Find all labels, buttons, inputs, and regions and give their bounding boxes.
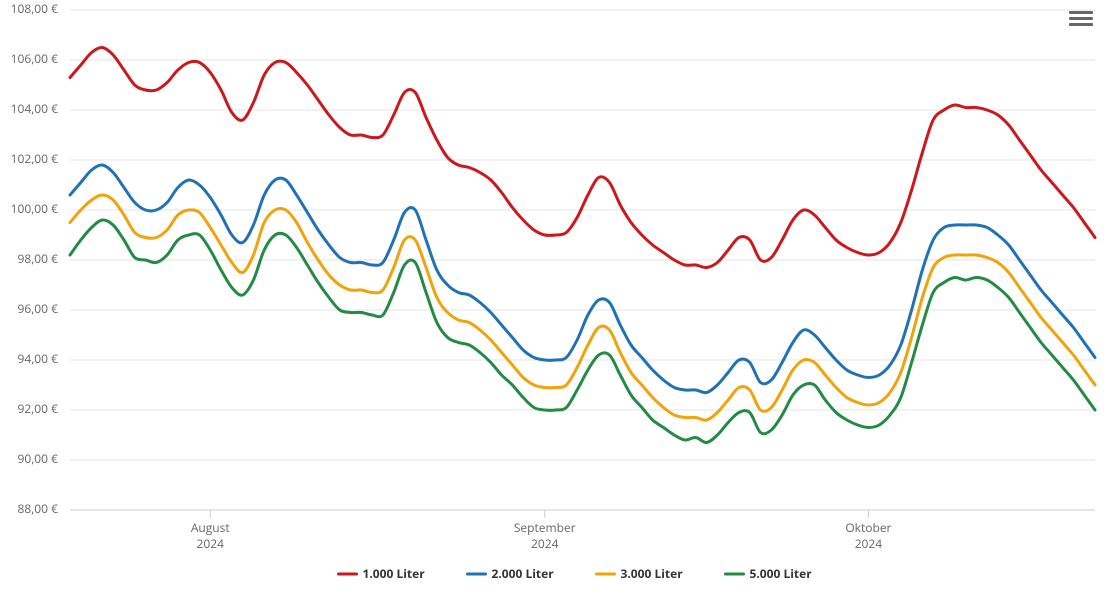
chart-svg: 88,00 € 90,00 € 92,00 € 94,00 € 96,00 € 98,00… bbox=[0, 0, 1105, 602]
x-axis-label: 2024 bbox=[197, 535, 225, 552]
legend-item[interactable]: 5.000 Liter bbox=[726, 565, 813, 582]
legend-label: 1.000 Liter bbox=[363, 565, 426, 582]
y-axis-label: 94,00 € bbox=[17, 350, 58, 367]
y-axis-label: 102,00 € bbox=[11, 150, 59, 167]
y-axis-label: 108,00 € bbox=[11, 0, 59, 17]
y-axis-label: 96,00 € bbox=[17, 300, 58, 317]
y-axis-label: 92,00 € bbox=[17, 400, 58, 417]
x-axis-label: August bbox=[191, 519, 230, 536]
chart-menu-button[interactable] bbox=[1069, 8, 1093, 30]
y-axis-label: 88,00 € bbox=[17, 500, 58, 517]
legend-label: 2.000 Liter bbox=[492, 565, 555, 582]
x-axis-label: Oktober bbox=[845, 519, 891, 536]
y-axis-label: 104,00 € bbox=[11, 100, 59, 117]
x-axis-label: September bbox=[514, 519, 576, 536]
x-axis-label: 2024 bbox=[531, 535, 559, 552]
price-chart: 88,00 € 90,00 € 92,00 € 94,00 € 96,00 € 98,00… bbox=[0, 0, 1105, 602]
y-axis-label: 90,00 € bbox=[17, 450, 58, 467]
series-line[interactable] bbox=[70, 47, 1095, 267]
y-axis-label: 100,00 € bbox=[11, 200, 59, 217]
legend: 1.000 Liter 2.000 Liter 3.000 Liter 5.000 L… bbox=[339, 565, 813, 582]
legend-item[interactable]: 1.000 Liter bbox=[339, 565, 426, 582]
x-axis-label: 2024 bbox=[855, 535, 883, 552]
y-axis-label: 98,00 € bbox=[17, 250, 58, 267]
y-axis-label: 106,00 € bbox=[11, 50, 59, 67]
legend-item[interactable]: 2.000 Liter bbox=[468, 565, 555, 582]
legend-item[interactable]: 3.000 Liter bbox=[597, 565, 684, 582]
legend-label: 5.000 Liter bbox=[750, 565, 813, 582]
legend-label: 3.000 Liter bbox=[621, 565, 684, 582]
